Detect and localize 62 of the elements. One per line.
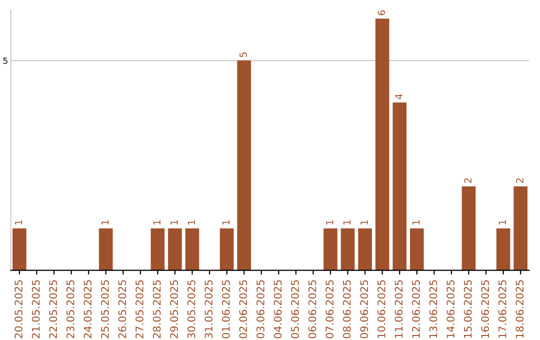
data-label: 5 (240, 52, 247, 58)
x-tick-label: 25.05.2025 (100, 280, 109, 338)
x-tick-label: 31.05.2025 (204, 280, 213, 338)
x-tick-label: 18.06.2025 (516, 280, 524, 338)
x-tick-label: 02.06.2025 (239, 280, 248, 338)
x-tick-label: 16.06.2025 (481, 280, 490, 338)
bar (324, 228, 338, 270)
x-tick-label: 14.06.2025 (446, 280, 454, 338)
x-tick-label: 21.05.2025 (32, 280, 40, 338)
x-tick-label: 06.06.2025 (308, 280, 316, 338)
bar (150, 228, 165, 270)
bar (375, 18, 390, 270)
bar (237, 60, 251, 270)
bar (462, 186, 476, 270)
bar (340, 228, 355, 270)
data-label: 1 (188, 220, 195, 225)
data-label: 1 (170, 220, 178, 225)
x-tick-label: 05.06.2025 (291, 280, 299, 338)
x-tick-label: 10.06.2025 (377, 280, 386, 338)
bar (514, 186, 528, 270)
data-label: 1 (101, 220, 109, 225)
bar (496, 228, 510, 270)
x-tick-label: 03.06.2025 (256, 280, 264, 338)
x-tick-label: 28.05.2025 (152, 280, 161, 338)
bar (185, 228, 200, 270)
data-label: 2 (464, 178, 472, 183)
x-tick-label: 20.05.2025 (14, 280, 22, 338)
data-label: 1 (153, 220, 160, 225)
bar (358, 228, 372, 270)
x-tick-label: 07.06.2025 (326, 280, 334, 338)
bar (392, 102, 407, 270)
x-tick-label: 15.06.2025 (464, 280, 472, 338)
bar (98, 228, 113, 270)
x-tick-label: 12.06.2025 (412, 280, 420, 338)
data-label: 1 (222, 220, 230, 225)
data-label: 1 (412, 220, 420, 225)
bar (410, 228, 424, 270)
x-tick-label: 09.06.2025 (360, 280, 368, 338)
data-label: 6 (378, 10, 386, 16)
x-tick-label: 13.06.2025 (429, 280, 438, 338)
data-label: 1 (326, 220, 334, 225)
data-label: 4 (395, 94, 402, 100)
data-label: 1 (15, 220, 22, 225)
x-tick-label: 26.05.2025 (118, 280, 126, 338)
x-tick-label: 04.06.2025 (274, 280, 282, 338)
bar (168, 228, 182, 270)
x-tick-label: 22.05.2025 (49, 280, 58, 338)
data-label: 2 (516, 178, 524, 183)
x-tick-label: 23.05.2025 (66, 280, 74, 338)
x-tick-label: 30.05.2025 (187, 280, 196, 338)
data-label: 1 (343, 220, 350, 225)
x-tick-label: 29.05.2025 (170, 280, 178, 338)
x-tick-label: 01.06.2025 (222, 280, 230, 338)
x-tick-label: 11.06.2025 (394, 280, 403, 338)
bar (220, 228, 234, 270)
data-label: 1 (360, 220, 368, 225)
x-tick-label: 24.05.2025 (84, 280, 92, 338)
x-tick-label: 27.05.2025 (136, 280, 144, 338)
x-tick-label: 08.06.2025 (342, 280, 351, 338)
bar (12, 228, 26, 270)
data-label: 1 (498, 220, 506, 225)
x-tick-label: 17.06.2025 (498, 280, 506, 338)
